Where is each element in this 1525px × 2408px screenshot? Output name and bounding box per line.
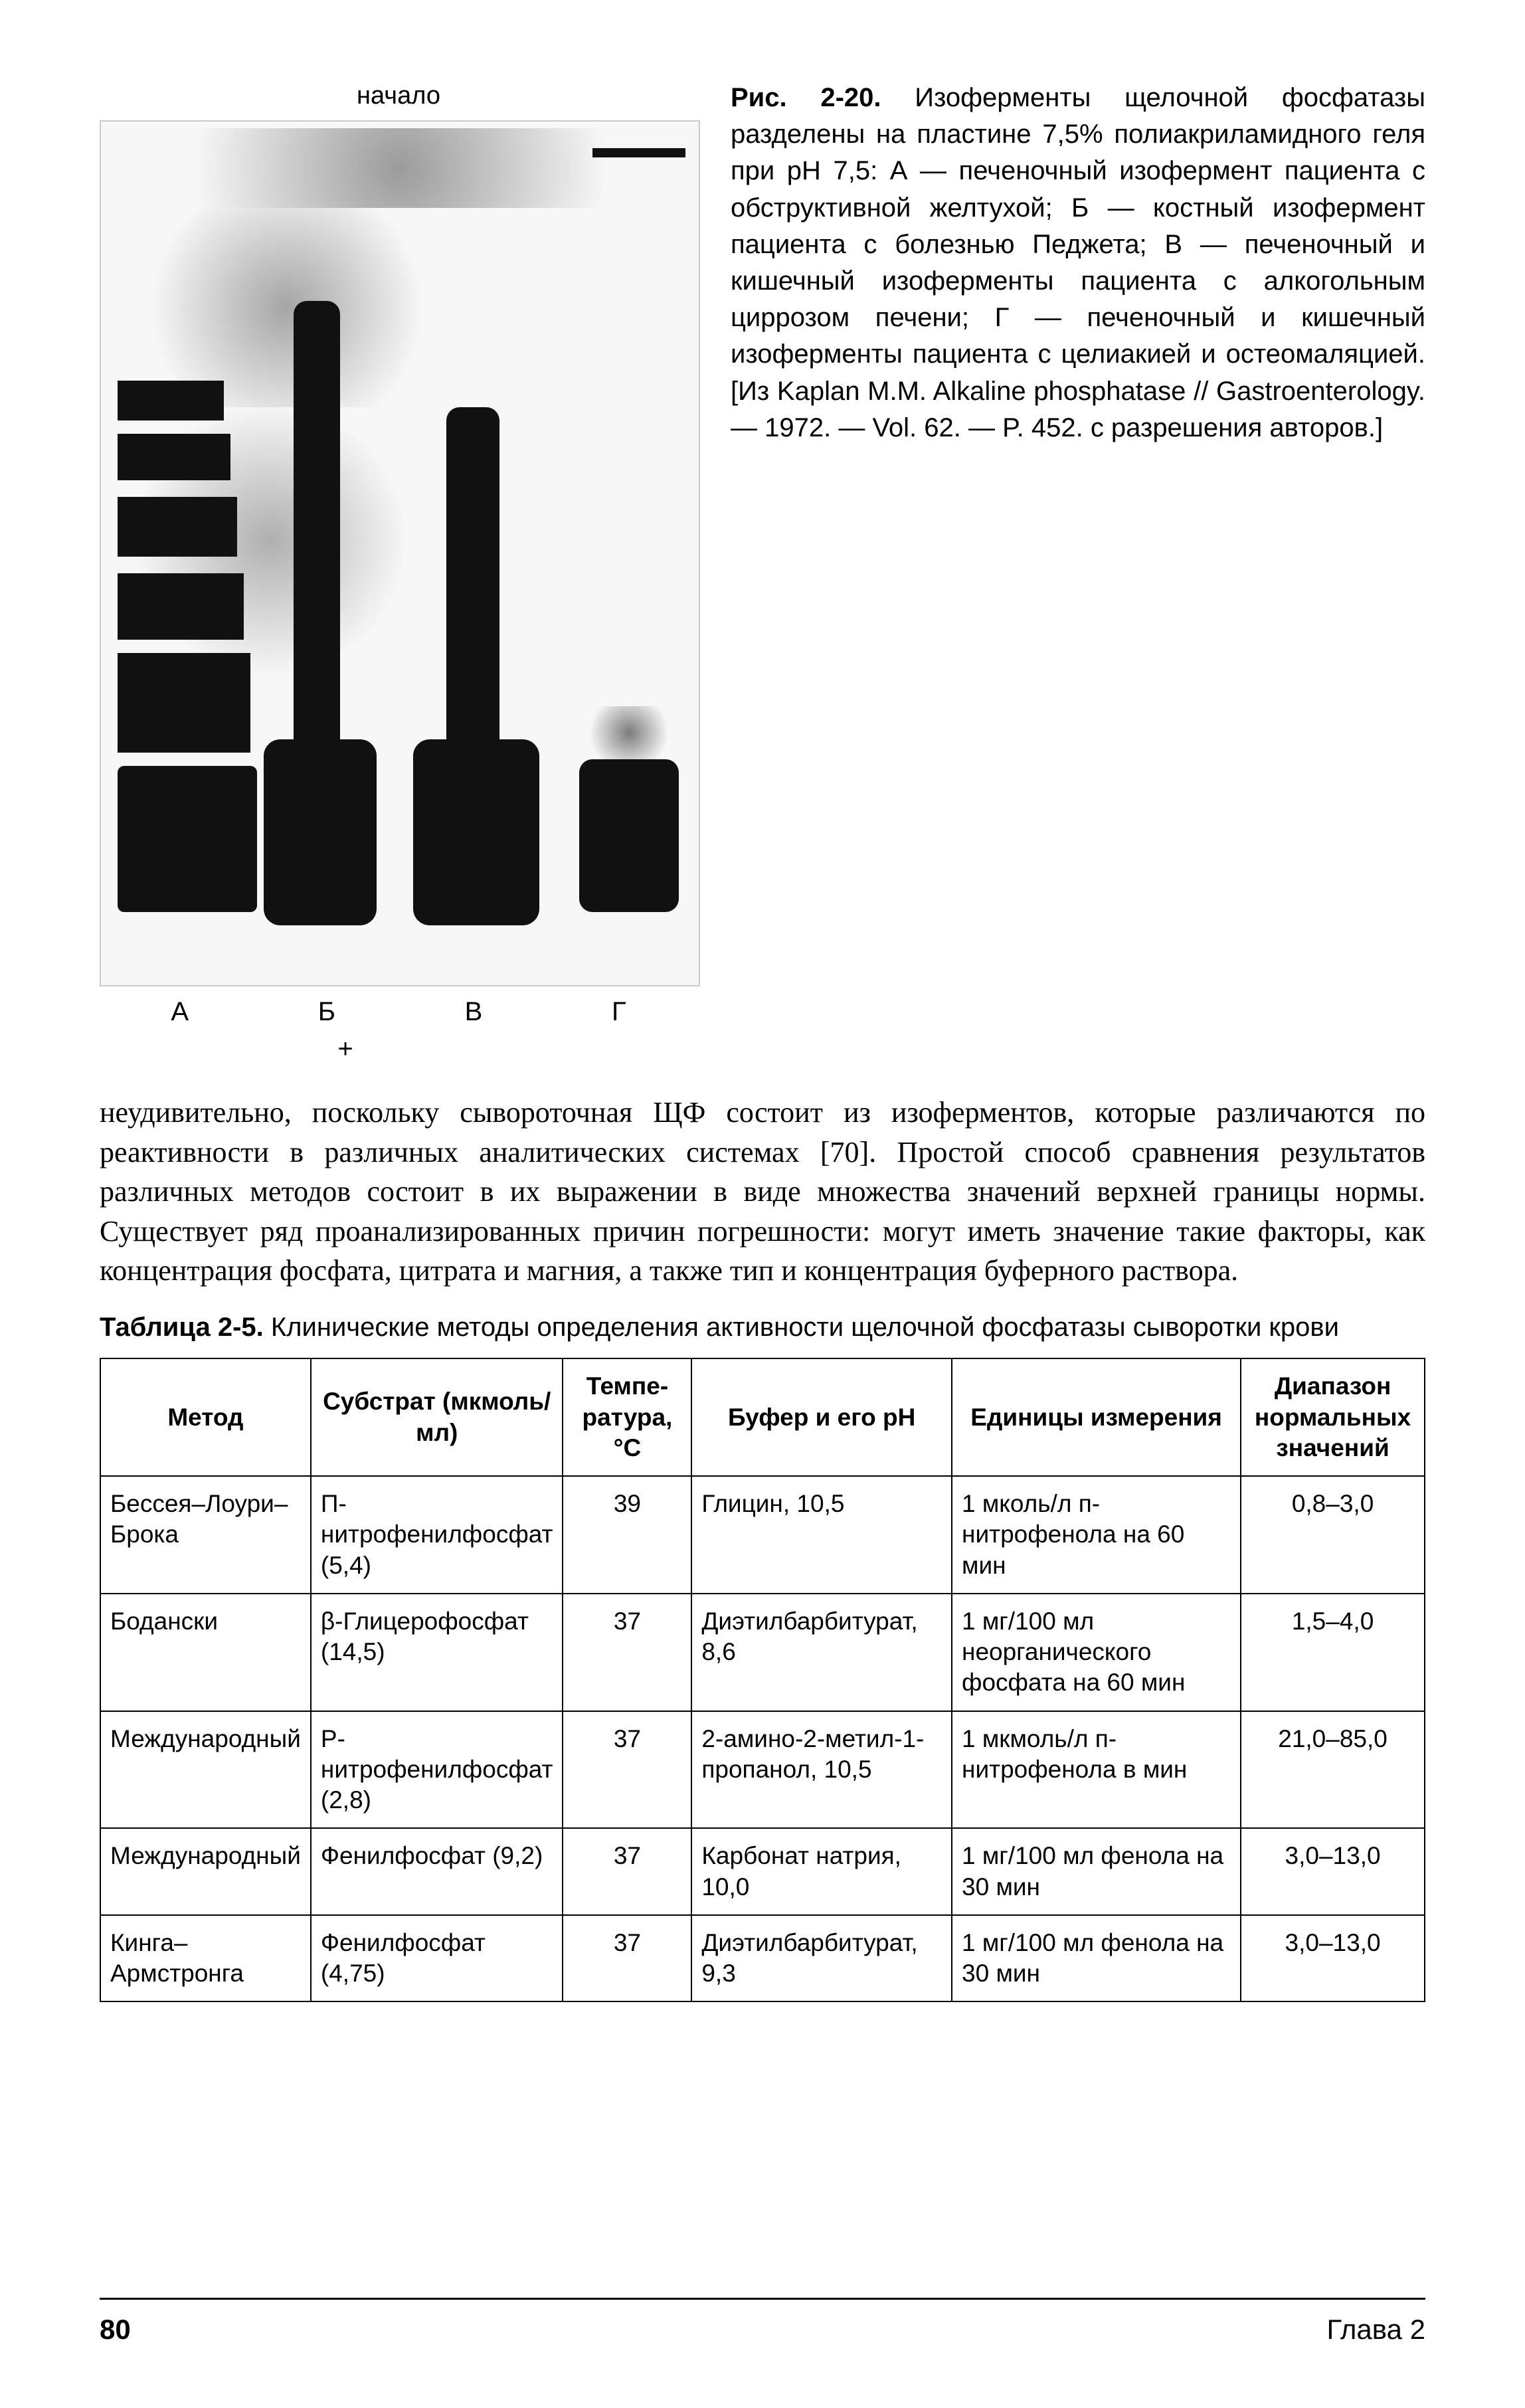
- td-range: 3,0–13,0: [1241, 1915, 1425, 2002]
- table-row: Кинга–АрмстронгаФенилфосфат (4,75)37Диэт…: [100, 1915, 1425, 2002]
- body-paragraph: неудивительно, поскольку сывороточная ЩФ…: [100, 1093, 1425, 1290]
- methods-table: Метод Субстрат (мкмоль/мл) Темпе-ратура,…: [100, 1358, 1425, 2002]
- td-range: 21,0–85,0: [1241, 1711, 1425, 1829]
- figure-caption: Рис. 2-20. Изоферменты щелочной фосфатаз…: [731, 80, 1425, 1066]
- td-buffer: 2-амино-2-метил-1-пропанол, 10,5: [691, 1711, 952, 1829]
- lane-label-v: В: [465, 994, 483, 1029]
- top-row: начало: [100, 80, 1425, 1066]
- table-title-rest: Клинические методы определения активност…: [264, 1313, 1339, 1342]
- th-temp: Темпе-ратура, °C: [563, 1358, 691, 1476]
- td-substrate: Фенилфосфат (4,75): [311, 1915, 563, 2002]
- figure-plus: +: [0, 1032, 697, 1066]
- td-method: Бессея–Лоури–Брока: [100, 1476, 311, 1594]
- td-substrate: П-нитрофенилфосфат (5,4): [311, 1476, 563, 1594]
- td-units: 1 мколь/л п-нитрофенола на 60 мин: [952, 1476, 1241, 1594]
- page: начало: [0, 0, 1525, 2408]
- td-temp: 37: [563, 1711, 691, 1829]
- lane-label-g: Г: [612, 994, 626, 1029]
- td-temp: 37: [563, 1828, 691, 1915]
- table-body: Бессея–Лоури–БрокаП-нитрофенилфосфат (5,…: [100, 1476, 1425, 2001]
- th-range: Диапазон нормальных значений: [1241, 1358, 1425, 1476]
- table-header-row: Метод Субстрат (мкмоль/мл) Темпе-ратура,…: [100, 1358, 1425, 1476]
- figure-top-label: начало: [100, 80, 697, 112]
- page-number: 80: [100, 2312, 131, 2348]
- td-substrate: β-Глицерофосфат (14,5): [311, 1594, 563, 1711]
- td-method: Международный: [100, 1828, 311, 1915]
- table-title-bold: Таблица 2-5.: [100, 1313, 264, 1342]
- lane-label-a: А: [171, 994, 189, 1029]
- td-units: 1 мг/100 мл фенола на 30 мин: [952, 1828, 1241, 1915]
- td-method: Кинга–Армстронга: [100, 1915, 311, 2002]
- td-buffer: Диэтилбарбитурат, 9,3: [691, 1915, 952, 2002]
- th-substrate: Субстрат (мкмоль/мл): [311, 1358, 563, 1476]
- th-buffer: Буфер и его pH: [691, 1358, 952, 1476]
- table-row: МеждународныйP-нитрофенилфосфат (2,8)372…: [100, 1711, 1425, 1829]
- page-footer: 80 Глава 2: [100, 2298, 1425, 2348]
- table-row: МеждународныйФенилфосфат (9,2)37Карбонат…: [100, 1828, 1425, 1915]
- figure-bottom-labels: А Б В Г: [100, 994, 697, 1029]
- table-row: Бессея–Лоури–БрокаП-нитрофенилфосфат (5,…: [100, 1476, 1425, 1594]
- td-substrate: Фенилфосфат (9,2): [311, 1828, 563, 1915]
- td-buffer: Карбонат натрия, 10,0: [691, 1828, 952, 1915]
- td-method: Бодански: [100, 1594, 311, 1711]
- td-range: 1,5–4,0: [1241, 1594, 1425, 1711]
- figure-caption-text: Изоферменты щелочной фосфатазы разделены…: [731, 83, 1425, 442]
- td-temp: 37: [563, 1594, 691, 1711]
- td-method: Международный: [100, 1711, 311, 1829]
- td-temp: 37: [563, 1915, 691, 2002]
- gel-image: [100, 120, 700, 986]
- td-range: 0,8–3,0: [1241, 1476, 1425, 1594]
- figure-caption-bold: Рис. 2-20.: [731, 83, 881, 112]
- table-title: Таблица 2-5. Клинические методы определе…: [100, 1310, 1425, 1344]
- td-buffer: Глицин, 10,5: [691, 1476, 952, 1594]
- td-temp: 39: [563, 1476, 691, 1594]
- td-buffer: Диэтилбарбитурат, 8,6: [691, 1594, 952, 1711]
- td-substrate: P-нитрофенилфосфат (2,8): [311, 1711, 563, 1829]
- td-range: 3,0–13,0: [1241, 1828, 1425, 1915]
- table-row: Боданскиβ-Глицерофосфат (14,5)37Диэтилба…: [100, 1594, 1425, 1711]
- td-units: 1 мг/100 мл фенола на 30 мин: [952, 1915, 1241, 2002]
- figure-block: начало: [100, 80, 697, 1066]
- td-units: 1 мг/100 мл неорганического фосфата на 6…: [952, 1594, 1241, 1711]
- th-units: Единицы измерения: [952, 1358, 1241, 1476]
- td-units: 1 мкмоль/л п-нитрофенола в мин: [952, 1711, 1241, 1829]
- chapter-label: Глава 2: [1327, 2312, 1425, 2348]
- lane-label-b: Б: [318, 994, 335, 1029]
- th-method: Метод: [100, 1358, 311, 1476]
